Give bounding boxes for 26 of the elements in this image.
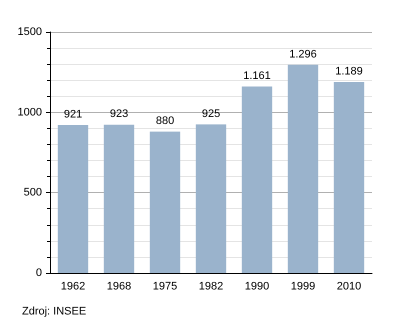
- y-tick-label: 1500: [18, 26, 42, 38]
- data-label: 1.189: [335, 65, 363, 78]
- x-tick-label: 1990: [244, 280, 270, 292]
- bar: [58, 125, 88, 273]
- data-label: 921: [64, 108, 82, 121]
- data-label: 880: [156, 115, 174, 128]
- bar: [334, 82, 364, 273]
- data-label: 923: [110, 108, 128, 120]
- data-label: 1.296: [289, 48, 317, 60]
- text: Zdroj: INSEE: [22, 306, 86, 318]
- bar: [242, 86, 272, 273]
- bar: [196, 124, 226, 273]
- bar: [150, 132, 180, 273]
- x-tick-label: 1968: [106, 280, 132, 292]
- x-tick-label: 1962: [60, 280, 86, 292]
- x-tick-label: 2010: [336, 280, 362, 292]
- y-tick-label: 500: [24, 186, 42, 199]
- x-tick-label: 1982: [198, 280, 224, 292]
- data-label: 925: [202, 108, 220, 120]
- x-tick-label: 1999: [290, 280, 316, 292]
- bar: [104, 124, 134, 273]
- data-label: 1.161: [243, 70, 271, 82]
- y-tick-label: 1000: [18, 106, 42, 118]
- bar: [288, 64, 318, 273]
- y-tick-label: 0: [36, 267, 42, 279]
- x-tick-label: 1975: [152, 280, 178, 292]
